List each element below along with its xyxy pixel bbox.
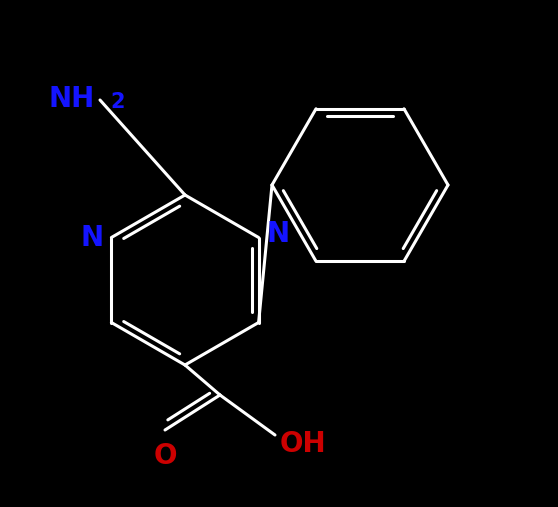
Text: 2: 2 — [110, 92, 124, 112]
Text: NH: NH — [49, 85, 95, 113]
Text: O: O — [153, 442, 177, 470]
Text: OH: OH — [280, 430, 326, 458]
Text: N: N — [80, 224, 103, 251]
Text: N: N — [267, 220, 290, 247]
